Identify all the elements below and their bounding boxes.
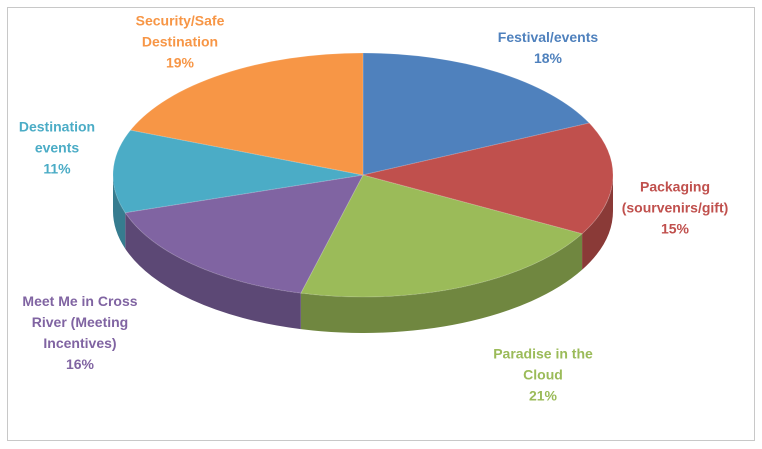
pie-slice-side <box>582 175 613 270</box>
pie-slice <box>124 174 364 294</box>
category-label: Destination events <box>18 118 96 156</box>
pie-slice-side <box>300 233 583 333</box>
data-label: Packaging (sourvenirs/gift) 15% <box>610 177 740 240</box>
pie-slice <box>362 122 614 235</box>
value-label: 18% <box>533 50 563 66</box>
data-label: Destination events 11% <box>7 117 107 180</box>
data-label: Meet Me in Cross River (Meeting Incentiv… <box>10 291 150 375</box>
data-label: Paradise in the Cloud 21% <box>483 344 603 407</box>
category-label: Meet Me in Cross River (Meeting Incentiv… <box>22 293 138 351</box>
value-label: 19% <box>165 54 195 71</box>
value-label: 16% <box>65 356 95 372</box>
data-label: Festival/events 18% <box>483 27 613 69</box>
value-label: 11% <box>43 160 71 177</box>
value-label: 15% <box>660 220 690 237</box>
pie-slice <box>129 52 364 176</box>
category-label: Festival/events <box>497 29 599 45</box>
data-label: Security/Safe Destination 19% <box>115 11 245 74</box>
category-label: Security/Safe Destination <box>135 12 225 50</box>
pie-slice <box>362 52 591 176</box>
category-label: Packaging (sourvenirs/gift) <box>621 178 729 216</box>
value-label: 21% <box>528 387 558 404</box>
pie-slice-side <box>125 212 301 330</box>
pie-slice-side <box>113 175 126 249</box>
pie-slice <box>112 129 364 214</box>
category-label: Paradise in the Cloud <box>493 345 593 383</box>
pie-slice <box>300 174 584 298</box>
